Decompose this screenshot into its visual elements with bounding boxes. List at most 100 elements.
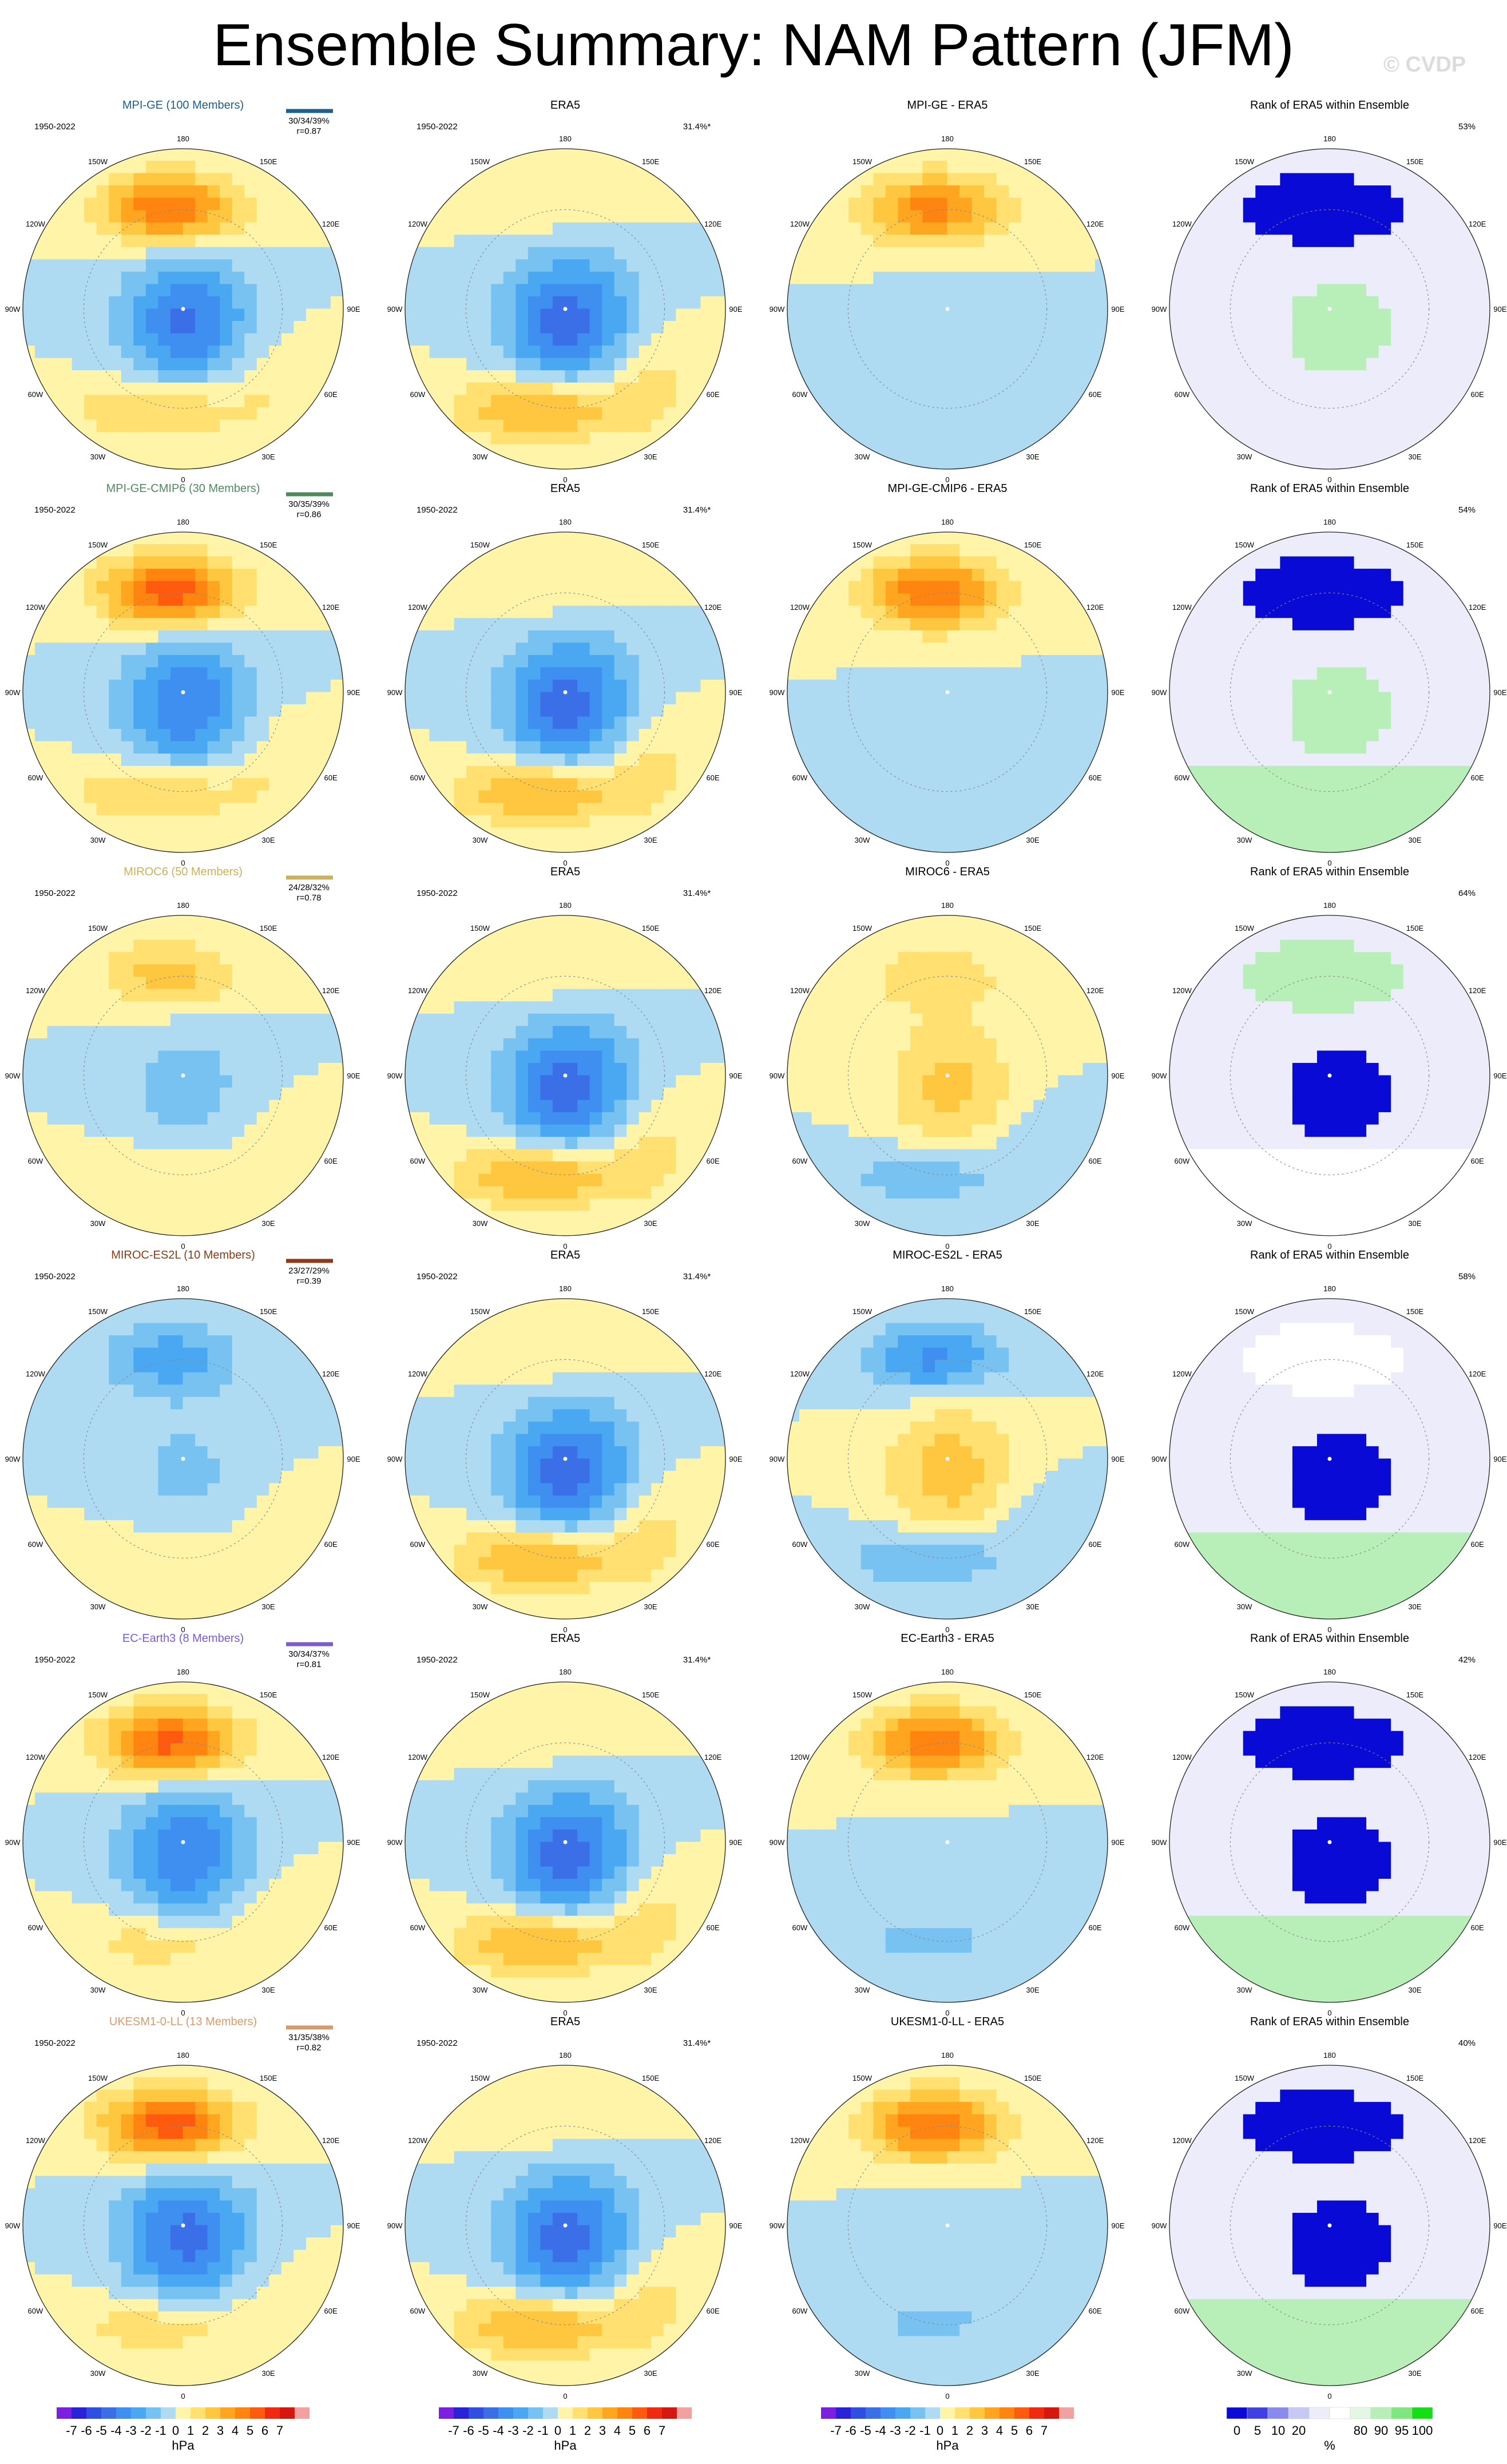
map-cell (700, 358, 713, 371)
map-cell (885, 741, 899, 755)
longitude-label: 150W (470, 157, 490, 166)
map-cell (405, 741, 418, 755)
map-cell (195, 704, 208, 717)
map-cell (1243, 692, 1256, 705)
map-cell (72, 210, 85, 223)
map-cell (1280, 370, 1293, 383)
map-cell (84, 247, 97, 260)
map-cell (96, 259, 110, 272)
map-cell (540, 173, 553, 187)
map-cell (256, 419, 270, 433)
map-cell (602, 197, 615, 211)
map-cell (207, 704, 221, 717)
map-cell (1033, 419, 1046, 433)
map-cell (306, 271, 319, 285)
map-cell (1427, 630, 1441, 644)
map-cell (429, 271, 443, 285)
map-cell (1280, 382, 1293, 396)
map-cell (552, 456, 566, 469)
map-cell (934, 839, 948, 852)
map-cell (183, 765, 196, 779)
map-cell (1427, 679, 1441, 693)
map-cell (478, 431, 492, 445)
map-cell (294, 692, 307, 705)
longitude-label: 120W (790, 220, 810, 228)
map-cell (1292, 296, 1306, 310)
map-cell (1440, 765, 1453, 779)
map-cell (934, 358, 948, 371)
map-cell (1033, 692, 1046, 705)
map-cell (651, 395, 664, 408)
map-cell (1452, 271, 1466, 285)
map-cell (183, 395, 196, 408)
map-cell (491, 296, 504, 310)
map-cell (35, 308, 48, 322)
map-cell (1206, 308, 1219, 322)
map-cell (589, 247, 603, 260)
map-cell (109, 296, 122, 310)
map-cell (626, 741, 640, 755)
map-cell (651, 210, 664, 223)
map-cell (207, 296, 221, 310)
longitude-label: 90E (1493, 688, 1506, 697)
map-cell (1280, 296, 1293, 310)
map-cell (429, 259, 443, 272)
map-cell (1267, 679, 1281, 693)
map-cell (1292, 346, 1306, 359)
map-cell (934, 296, 948, 310)
map-cell (145, 431, 159, 445)
map-cell (528, 790, 541, 804)
map-cell (626, 419, 640, 433)
map-cell (898, 630, 911, 644)
map-cell (602, 346, 615, 359)
map-cell (1033, 704, 1046, 717)
map-cell (688, 235, 701, 248)
map-cell (491, 321, 504, 334)
map-cell (639, 431, 652, 445)
map-cell (1218, 765, 1232, 779)
map-cell (158, 753, 171, 767)
map-cell (528, 827, 541, 840)
map-cell (824, 765, 837, 779)
map-cell (454, 271, 467, 285)
map-cell (1181, 346, 1195, 359)
map-cell (651, 803, 664, 816)
map-cell (799, 692, 812, 705)
map-cell (700, 716, 713, 730)
map-cell (1342, 569, 1355, 582)
map-cell (811, 284, 825, 297)
map-cell (552, 161, 566, 174)
map-cell (1033, 370, 1046, 383)
map-cell (109, 382, 122, 396)
map-cell (971, 259, 985, 272)
map-cell (491, 716, 504, 730)
map-cell (417, 716, 430, 730)
map-cell (133, 569, 146, 582)
map-cell (626, 803, 640, 816)
map-cell (256, 803, 270, 816)
map-cell (1354, 284, 1367, 297)
longitude-label: 120E (322, 603, 340, 612)
map-cell (577, 654, 590, 668)
map-cell (466, 370, 479, 383)
map-cell (996, 741, 1010, 755)
map-cell (47, 358, 61, 371)
map-cell (626, 679, 640, 693)
map-cell (602, 222, 615, 236)
variance-stats: 30/34/39% (288, 116, 330, 126)
map-cell (577, 532, 590, 545)
map-cell (232, 532, 245, 545)
map-cell (281, 284, 295, 297)
map-cell (244, 395, 257, 408)
map-cell (898, 741, 911, 755)
map-cell (1415, 197, 1429, 211)
map-cell (244, 667, 257, 680)
map-cell (1440, 692, 1453, 705)
map-cell (1009, 456, 1022, 469)
map-cell (491, 642, 504, 656)
map-cell (478, 222, 492, 236)
map-cell (540, 185, 553, 199)
map-cell (1292, 358, 1306, 371)
map-cell (133, 630, 146, 644)
map-cell (466, 654, 479, 668)
